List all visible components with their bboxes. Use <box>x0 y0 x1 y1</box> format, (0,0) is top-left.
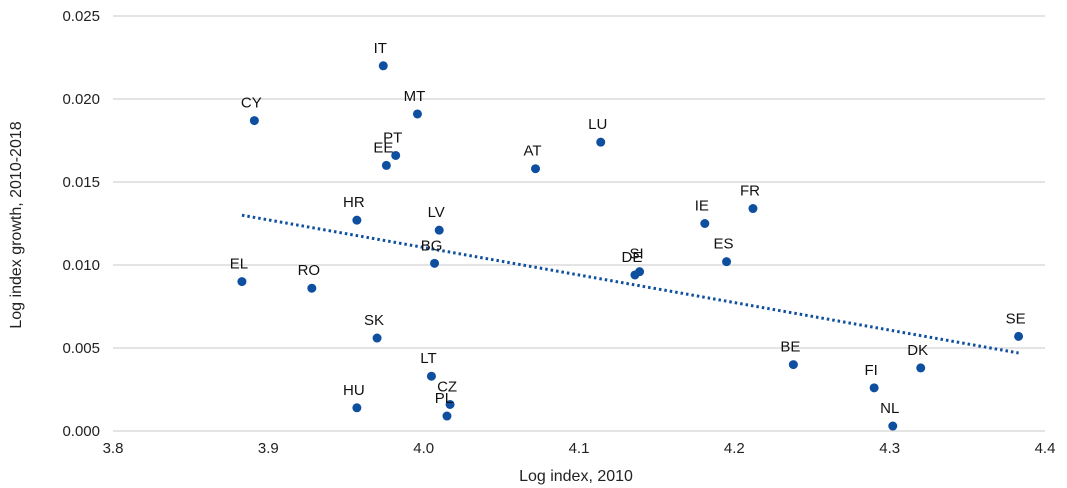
point-label-be: BE <box>780 339 800 356</box>
data-point-de <box>630 270 640 280</box>
point-label-sk: SK <box>364 312 384 329</box>
x-tick-label: 4.2 <box>724 440 745 457</box>
point-label-lu: LU <box>588 116 607 133</box>
y-tick-label: 0.010 <box>62 257 100 274</box>
data-point-nl <box>888 421 898 431</box>
data-point-hu <box>352 403 362 413</box>
point-label-hr: HR <box>343 194 365 211</box>
point-label-pl: PL <box>435 390 453 407</box>
data-point-ee <box>381 160 391 170</box>
data-point-ro <box>307 283 317 293</box>
data-point-ie <box>700 219 710 228</box>
data-point-dk <box>916 363 926 373</box>
point-label-el: EL <box>230 256 248 273</box>
data-point-sk <box>372 333 382 343</box>
point-label-si: SI <box>629 246 643 263</box>
point-label-nl: NL <box>880 400 899 417</box>
point-label-ie: IE <box>695 198 709 215</box>
point-label-lt: LT <box>420 350 436 367</box>
point-label-ro: RO <box>298 262 321 279</box>
y-tick-label: 0.005 <box>62 340 100 357</box>
point-label-se: SE <box>1006 310 1026 327</box>
y-tick-label: 0.025 <box>62 8 100 25</box>
point-label-dk: DK <box>907 342 928 359</box>
point-label-it: IT <box>374 40 387 57</box>
data-point-at <box>531 164 541 174</box>
data-point-pt <box>391 150 401 160</box>
point-label-hu: HU <box>343 382 365 399</box>
x-tick-label: 4.1 <box>569 440 590 457</box>
data-point-hr <box>352 215 362 225</box>
point-label-de: DE <box>621 249 642 266</box>
point-label-fi: FI <box>864 362 877 379</box>
data-point-fi <box>869 383 879 393</box>
data-point-be <box>788 360 798 370</box>
x-tick-label: 3.9 <box>258 440 279 457</box>
point-label-at: AT <box>523 143 541 160</box>
x-tick-label: 3.8 <box>103 440 124 457</box>
point-label-cz: CZ <box>437 378 457 395</box>
data-point-cy <box>249 116 259 126</box>
data-point-mt <box>412 109 422 119</box>
gridlines <box>113 15 1045 432</box>
data-point-el <box>237 277 247 287</box>
data-point-lv <box>434 225 444 235</box>
y-tick-label: 0.000 <box>62 423 100 440</box>
point-label-pt: PT <box>383 129 402 146</box>
trendline <box>241 213 1019 355</box>
data-point-fr <box>748 204 758 214</box>
data-point-lt <box>426 371 436 381</box>
trendline-group <box>241 213 1019 355</box>
y-tick-label: 0.015 <box>62 174 100 191</box>
data-point-cz <box>445 399 455 409</box>
point-label-cy: CY <box>241 95 262 112</box>
point-label-lv: LV <box>428 204 445 221</box>
y-tick-label: 0.020 <box>62 91 100 108</box>
point-label-mt: MT <box>404 88 426 105</box>
point-label-bg: BG <box>421 237 443 254</box>
point-label-ee: EE <box>373 139 393 156</box>
data-point-se <box>1014 331 1024 341</box>
point-label-es: ES <box>714 236 734 253</box>
data-point-pl <box>442 411 452 421</box>
x-tick-label: 4.3 <box>879 440 900 457</box>
x-tick-label: 4.4 <box>1035 440 1056 457</box>
data-point-lu <box>596 137 606 147</box>
y-axis-title: Log index growth, 2010-2018 <box>8 121 25 328</box>
point-label-fr: FR <box>740 183 760 200</box>
data-point-es <box>722 257 732 267</box>
x-tick-label: 4.0 <box>413 440 434 457</box>
data-point-bg <box>430 258 440 268</box>
tick-labels: 0.000 0.005 0.010 0.015 0.020 0.025 3.8 3.9 4.0 4… <box>62 8 1055 457</box>
data-point-it <box>378 61 388 71</box>
x-axis-title: Log index, 2010 <box>519 468 633 485</box>
